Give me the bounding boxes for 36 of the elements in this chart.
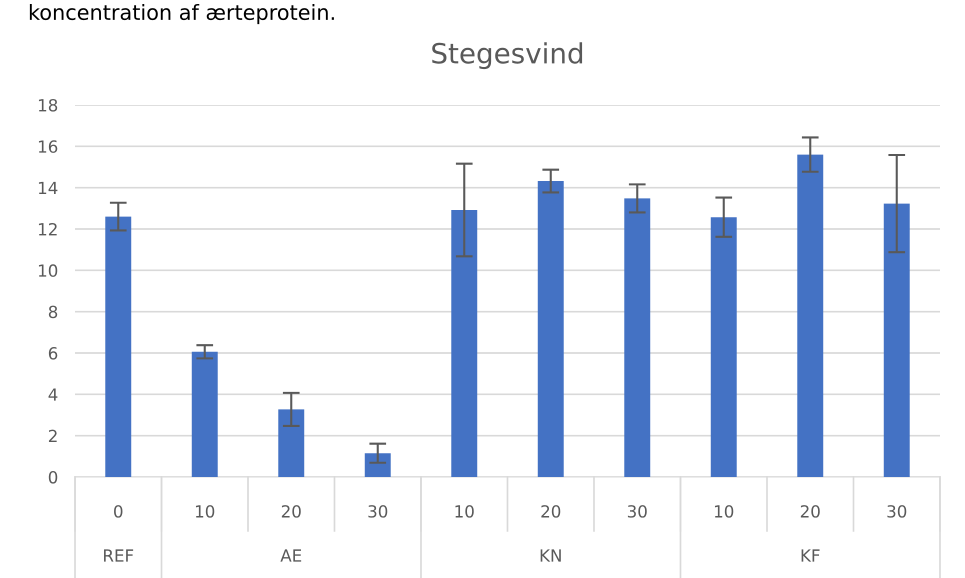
bar: [624, 198, 650, 477]
y-tick-label: 12: [38, 222, 57, 236]
y-tick-label: 4: [48, 388, 58, 401]
chart-title: Stegesvind: [432, 42, 582, 70]
bar: [884, 204, 910, 477]
x-tick-label: 30: [887, 505, 906, 518]
x-tick-label: 30: [368, 505, 388, 518]
x-tick-label: 10: [714, 505, 734, 518]
x-tick-label: 20: [800, 505, 820, 518]
text: koncentration af ærteprotein.: [30, 4, 334, 24]
bar: [105, 216, 132, 477]
x-tick-label: 20: [282, 505, 301, 518]
y-tick-label: 16: [38, 140, 58, 153]
text: AE: [280, 549, 302, 562]
y-tick-label: 2: [48, 430, 57, 442]
bar: [710, 217, 737, 477]
x-tick-label: 0: [114, 505, 122, 518]
text: REF: [104, 549, 134, 562]
y-tick-label: 14: [38, 182, 58, 194]
x-tick-label: 10: [196, 505, 214, 518]
y-tick-label: 6: [48, 346, 58, 360]
y-tick-label: 18: [38, 98, 58, 112]
bar: [278, 409, 304, 477]
x-tick-label: 30: [628, 505, 647, 518]
text: KF: [802, 549, 820, 562]
text: KN: [540, 549, 561, 562]
bar: [797, 154, 824, 477]
y-tick-label: 8: [48, 306, 58, 318]
bar: [364, 453, 391, 477]
y-tick-label: 0: [48, 470, 58, 484]
x-tick-label: 10: [455, 505, 474, 518]
bar: [192, 352, 218, 477]
x-tick-label: 20: [541, 505, 560, 518]
bar: [538, 181, 564, 477]
y-tick-label: 10: [38, 264, 58, 277]
bar: [451, 210, 478, 477]
